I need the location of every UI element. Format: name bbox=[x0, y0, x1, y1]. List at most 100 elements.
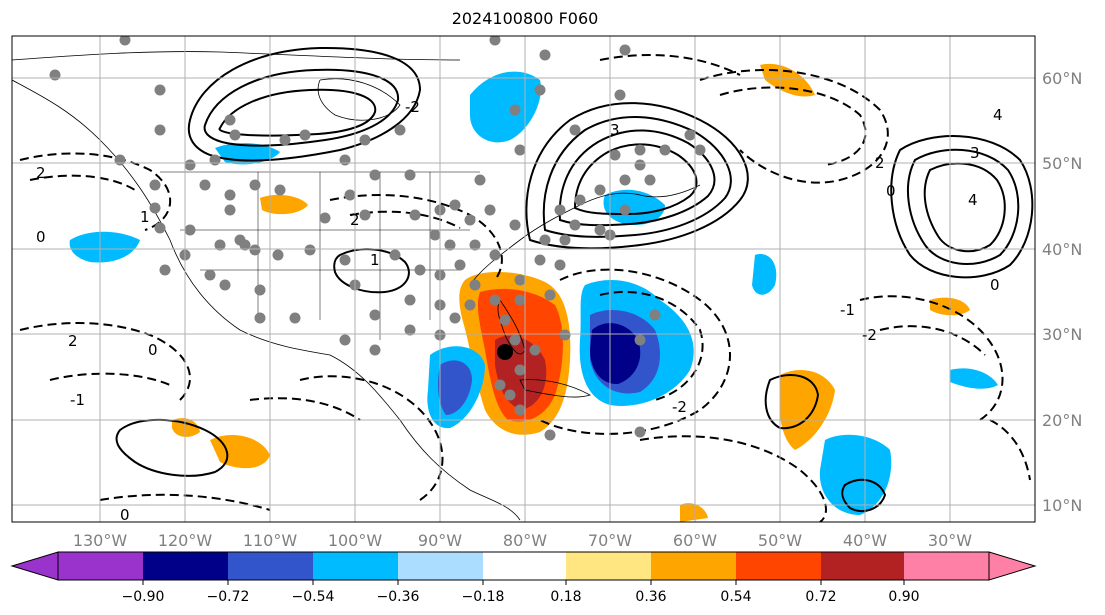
contour-sw-center bbox=[764, 374, 820, 430]
warm-anomaly-greenland bbox=[760, 63, 815, 97]
contour-equatorial bbox=[841, 478, 887, 513]
lon-label: 30°W bbox=[928, 531, 972, 550]
colorbar-ticks bbox=[142, 580, 905, 585]
colorbar-bin bbox=[143, 552, 228, 580]
contour-high-east-3 bbox=[923, 162, 1006, 253]
contour-label: 0 bbox=[886, 182, 896, 200]
contour-neg-east-2 bbox=[879, 325, 986, 356]
colorbar-tick-label: −0.54 bbox=[292, 589, 335, 605]
colorbar-tick-label: 0.54 bbox=[720, 589, 751, 605]
cold-anomaly-mexico-core bbox=[438, 360, 472, 415]
contour-neg-west-3 bbox=[19, 322, 191, 401]
contour-label: 0 bbox=[36, 228, 46, 246]
contour-neg-west-1 bbox=[19, 152, 171, 231]
lon-label: 50°W bbox=[758, 531, 802, 550]
contour-label: 2 bbox=[875, 154, 885, 172]
contour-label: -2 bbox=[405, 98, 420, 116]
cold-anomaly-atlantic-core bbox=[590, 323, 641, 385]
contour-neg-far-east bbox=[989, 419, 1031, 481]
contour-label: 3 bbox=[970, 144, 980, 162]
contour-neg-equator-2 bbox=[99, 493, 271, 511]
colorbar: −0.90 −0.72 −0.54 −0.36 −0.18 0.18 0.36 … bbox=[10, 551, 1037, 605]
contour-label: 3 bbox=[610, 121, 620, 139]
storm-center-marker bbox=[497, 344, 513, 360]
cold-anomaly-azores bbox=[950, 368, 998, 389]
colorbar-extend-high bbox=[988, 551, 1037, 581]
contour-sw-1 bbox=[115, 418, 229, 477]
contour-gulf-1 bbox=[333, 248, 410, 294]
contour-neg-north-1 bbox=[599, 54, 741, 76]
canada-north bbox=[12, 51, 461, 61]
colorbar-bin bbox=[398, 552, 483, 580]
colorbar-bin bbox=[228, 552, 313, 580]
contour-neg-east-1 bbox=[859, 295, 1004, 421]
colorbar-tick-label: −0.18 bbox=[462, 589, 505, 605]
contour-label: -2 bbox=[862, 326, 877, 344]
contour-neg-atlantic-2 bbox=[599, 290, 704, 401]
cold-anomaly-equatorial bbox=[819, 434, 892, 515]
longitude-labels: 130°W 120°W 110°W 100°W 90°W 80°W 70°W 6… bbox=[73, 531, 972, 550]
lon-label: 40°W bbox=[843, 531, 887, 550]
lon-label: 70°W bbox=[588, 531, 632, 550]
colorbar-tick-label: 0.72 bbox=[805, 589, 836, 605]
warm-anomaly-south bbox=[680, 503, 708, 522]
colorbar-bin bbox=[58, 552, 143, 580]
warm-anomaly-mid-atlantic bbox=[779, 370, 835, 450]
colorbar-bin bbox=[313, 552, 398, 580]
latitude-labels: 60°N 50°N 40°N 30°N 20°N 10°N bbox=[1042, 69, 1082, 515]
lat-label: 20°N bbox=[1042, 411, 1082, 430]
lat-label: 40°N bbox=[1042, 240, 1082, 259]
contour-neg-south-1 bbox=[299, 375, 444, 501]
contour-high-east-1 bbox=[890, 135, 1034, 279]
lon-label: 130°W bbox=[73, 531, 128, 550]
colorbar-bin bbox=[736, 552, 821, 580]
cold-anomaly-central-atlantic bbox=[752, 254, 777, 295]
contour-high-nw-2 bbox=[203, 68, 400, 147]
contour-label: 0 bbox=[120, 506, 130, 524]
cold-anomaly-canada bbox=[470, 71, 541, 143]
contour-label: -1 bbox=[840, 301, 855, 319]
colorbar-bin bbox=[821, 552, 904, 580]
map-title: 2024100800 F060 bbox=[451, 9, 599, 28]
lon-label: 60°W bbox=[673, 531, 717, 550]
colorbar-tick-label: 0.90 bbox=[888, 589, 919, 605]
contour-label: 2 bbox=[350, 211, 360, 229]
colorbar-bin bbox=[566, 552, 651, 580]
colorbar-tick-label: −0.72 bbox=[207, 589, 250, 605]
lon-label: 90°W bbox=[418, 531, 462, 550]
contour-lines bbox=[115, 46, 1034, 513]
colorbar-extend-low bbox=[10, 551, 59, 581]
contour-label: -1 bbox=[70, 391, 85, 409]
contour-label: 1 bbox=[140, 208, 150, 226]
contour-label: -2 bbox=[672, 398, 687, 416]
warm-anomaly-pacific-south bbox=[210, 435, 270, 469]
north-america-coast bbox=[12, 79, 521, 521]
contour-neg-equator-1 bbox=[639, 435, 827, 522]
lat-label: 30°N bbox=[1042, 325, 1082, 344]
lat-label: 60°N bbox=[1042, 69, 1082, 88]
lon-label: 100°W bbox=[328, 531, 383, 550]
graticule bbox=[12, 36, 1035, 522]
contour-neg-mid-1 bbox=[699, 69, 889, 184]
colorbar-tick-label: −0.36 bbox=[377, 589, 420, 605]
cuba bbox=[519, 379, 591, 398]
colorbar-bin bbox=[904, 552, 989, 580]
colorbar-frame bbox=[57, 551, 990, 581]
contour-neg-west-4 bbox=[49, 372, 171, 386]
colorbar-bin bbox=[483, 552, 566, 580]
cold-anomaly-nw bbox=[69, 231, 140, 263]
dashed-contours bbox=[19, 54, 1031, 522]
contour-neg-mid-2 bbox=[719, 86, 867, 166]
shaded-anomalies bbox=[69, 63, 998, 522]
colorbar-tick-label: 0.18 bbox=[550, 589, 581, 605]
lon-label: 110°W bbox=[243, 531, 298, 550]
contour-labels: 2 0 1 2 3 4 3 4 2 0 -1 -2 0 -2 2 0 1 -1 … bbox=[36, 98, 1003, 524]
contour-neg-atlantic-1 bbox=[539, 268, 731, 435]
hudson-bay bbox=[317, 78, 401, 121]
warm-anomaly-west bbox=[260, 194, 308, 215]
contour-label: 0 bbox=[148, 341, 158, 359]
contour-label: 2 bbox=[36, 164, 46, 182]
contour-label: 2 bbox=[68, 332, 78, 350]
contour-label: 0 bbox=[990, 276, 1000, 294]
